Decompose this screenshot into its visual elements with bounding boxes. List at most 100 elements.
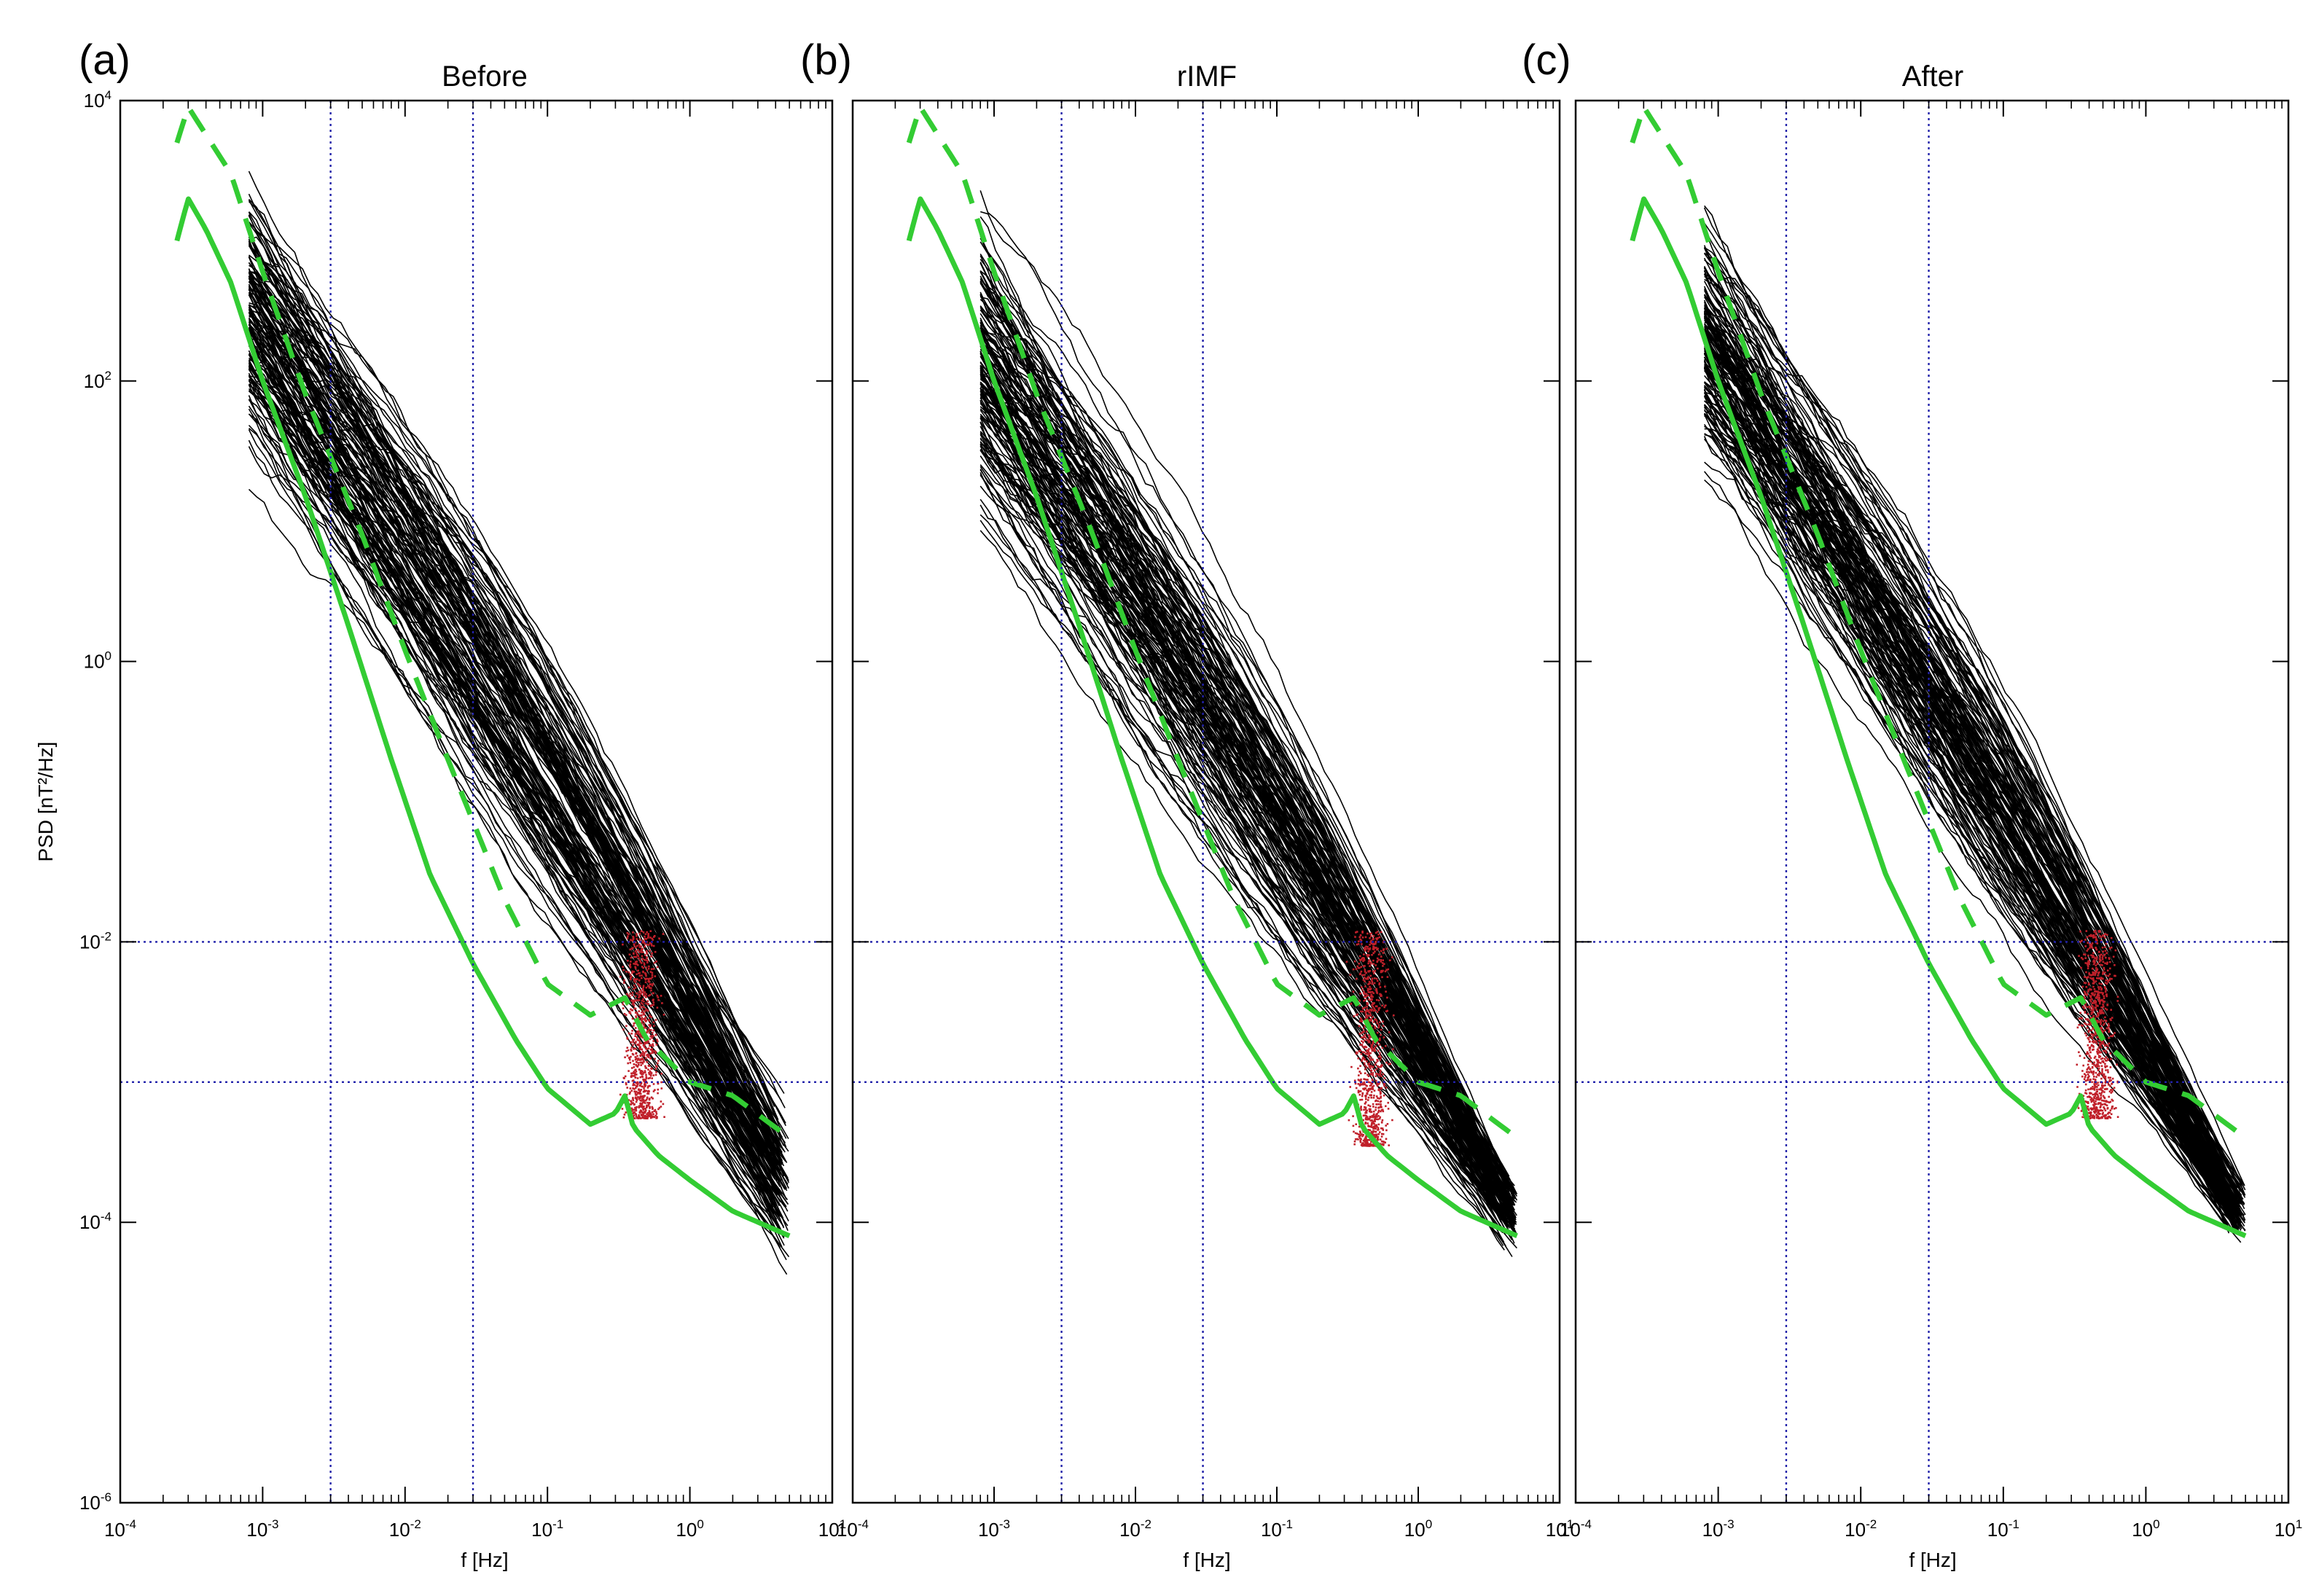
panel-c-red-point-206 bbox=[2115, 1107, 2117, 1109]
panel-a-red-point-468 bbox=[630, 956, 633, 959]
panel-a-red-point-462 bbox=[638, 1064, 640, 1066]
panel-a-red-point-204 bbox=[644, 1114, 647, 1117]
panel-a-red-point-136 bbox=[624, 1075, 627, 1078]
panel-c-red-point-446 bbox=[2086, 994, 2088, 996]
panel-b-red-point-397 bbox=[1364, 985, 1366, 987]
panel-a-red-point-229 bbox=[635, 1027, 637, 1029]
panel-b-red-point-275 bbox=[1379, 1100, 1382, 1103]
panel-b-red-point-107 bbox=[1350, 1065, 1353, 1068]
panel-c-red-point-764 bbox=[2082, 1064, 2084, 1067]
panel-b-red-point-217 bbox=[1365, 1098, 1367, 1100]
panel-a-red-point-262 bbox=[654, 1019, 657, 1021]
panel-a-red-point-280 bbox=[647, 1092, 650, 1095]
panel-a-red-point-528 bbox=[662, 1014, 665, 1016]
panel-a-red-point-77 bbox=[656, 1006, 659, 1009]
panel-c-red-point-125 bbox=[2105, 952, 2108, 955]
panel-c-red-point-754 bbox=[2093, 1111, 2095, 1113]
panel-b-red-point-791 bbox=[1364, 1118, 1367, 1121]
panel-a-red-point-562 bbox=[635, 1041, 637, 1043]
panel-b-red-point-696 bbox=[1364, 950, 1366, 952]
panel-c-spectrum-44 bbox=[1704, 426, 2237, 1228]
panel-a-red-point-709 bbox=[653, 961, 656, 964]
panel-c-red-point-537 bbox=[2095, 980, 2097, 982]
panel-b-red-point-671 bbox=[1381, 1064, 1383, 1066]
panel-a-green-solid-line bbox=[174, 196, 791, 1239]
panel-c-red-point-193 bbox=[2104, 1016, 2106, 1019]
panel-a-red-point-267 bbox=[648, 1031, 651, 1034]
panel-b-spectrum-102 bbox=[979, 324, 1512, 1205]
panel-b-red-point-376 bbox=[1372, 1116, 1374, 1119]
panel-a-red-point-876 bbox=[654, 1033, 657, 1036]
panel-c-red-point-198 bbox=[2094, 929, 2097, 932]
panel-c-red-point-200 bbox=[2078, 955, 2080, 957]
panel-b-red-point-816 bbox=[1383, 1083, 1386, 1086]
panel-a-red-point-442 bbox=[658, 1106, 661, 1109]
panel-b-red-point-285 bbox=[1374, 947, 1376, 950]
panel-b-red-point-455 bbox=[1373, 1009, 1375, 1012]
panel-c-red-point-836 bbox=[2099, 1040, 2101, 1043]
panel-c-red-point-504 bbox=[2097, 1000, 2100, 1002]
panel-a-red-point-888 bbox=[645, 1057, 647, 1060]
panel-a-red-point-693 bbox=[646, 952, 648, 955]
panel-a-title: Before bbox=[442, 60, 528, 93]
panel-b-red-point-607 bbox=[1387, 1101, 1389, 1104]
panel-a-spectrum-148 bbox=[248, 215, 785, 1177]
panel-b-red-point-804 bbox=[1357, 1079, 1360, 1081]
panel-c-red-point-847 bbox=[2087, 1037, 2089, 1039]
panel-b-red-point-407 bbox=[1381, 976, 1383, 979]
panel-c-red-point-668 bbox=[2095, 967, 2097, 969]
panel-b-red-point-762 bbox=[1366, 1138, 1369, 1141]
panel-c-green-solid-line bbox=[1630, 196, 2247, 1239]
panel-c-red-point-478 bbox=[2091, 1041, 2094, 1043]
panel-a-red-point-891 bbox=[642, 1052, 645, 1054]
panel-c-red-point-718 bbox=[2100, 988, 2103, 991]
panel-a-red-point-859 bbox=[633, 1025, 635, 1027]
panel-c-red-point-466 bbox=[2107, 1025, 2110, 1028]
panel-c-red-point-697 bbox=[2096, 969, 2098, 971]
panel-a-spectrum-113 bbox=[248, 243, 787, 1139]
panel-c-red-point-105 bbox=[2084, 1073, 2086, 1075]
panel-b-red-point-221 bbox=[1378, 936, 1381, 939]
panel-a-red-point-7 bbox=[651, 937, 654, 940]
panel-b-red-point-315 bbox=[1379, 1038, 1381, 1041]
panel-a-red-point-641 bbox=[642, 1108, 644, 1111]
panel-a-red-point-232 bbox=[642, 1012, 645, 1014]
panel-c-red-point-524 bbox=[2102, 961, 2105, 963]
panel-b-red-point-430 bbox=[1374, 1009, 1377, 1012]
panel-a-red-point-853 bbox=[649, 1038, 652, 1041]
panel-c-red-point-875 bbox=[2098, 961, 2101, 963]
panel-a-red-point-605 bbox=[644, 1109, 647, 1111]
panel-a-red-point-749 bbox=[629, 1012, 632, 1014]
panel-c-red-point-738 bbox=[2100, 1098, 2102, 1100]
panel-c-red-point-693 bbox=[2104, 1109, 2107, 1112]
panel-b-red-point-31 bbox=[1367, 1081, 1369, 1083]
panel-c-red-point-686 bbox=[2100, 1092, 2103, 1095]
panel-b-red-point-712 bbox=[1367, 982, 1370, 985]
panel-c-red-point-444 bbox=[2097, 1014, 2100, 1017]
panel-c-red-point-762 bbox=[2100, 1087, 2102, 1090]
panel-a-red-point-236 bbox=[646, 969, 649, 971]
panel-c-red-point-849 bbox=[2078, 1017, 2081, 1020]
panel-b-red-point-812 bbox=[1372, 1106, 1375, 1108]
panel-b-red-point-873 bbox=[1375, 989, 1378, 992]
panel-c-red-point-549 bbox=[2091, 947, 2094, 950]
panel-b-red-point-581 bbox=[1371, 982, 1374, 985]
panel-a-red-point-102 bbox=[636, 978, 638, 980]
panel-c-red-point-375 bbox=[2102, 1041, 2105, 1043]
panel-c-red-point-803 bbox=[2111, 1035, 2113, 1038]
panel-a-red-point-478 bbox=[639, 990, 642, 992]
panel-b-red-point-104 bbox=[1355, 931, 1357, 934]
panel-b-red-point-876 bbox=[1369, 1073, 1372, 1075]
panel-c-red-point-385 bbox=[2099, 986, 2102, 988]
panel-a-red-point-31 bbox=[650, 1016, 653, 1018]
panel-a-red-point-607 bbox=[643, 1006, 645, 1009]
panel-a-red-point-423 bbox=[639, 1007, 641, 1009]
panel-a-red-point-713 bbox=[645, 1117, 647, 1119]
panel-a-red-point-183 bbox=[642, 994, 645, 997]
panel-c-red-point-797 bbox=[2102, 955, 2104, 957]
panel-a-red-point-235 bbox=[630, 1090, 633, 1092]
panel-b-red-point-746 bbox=[1362, 1087, 1364, 1090]
panel-c-red-point-643 bbox=[2094, 1006, 2097, 1009]
panel-b-red-point-838 bbox=[1382, 959, 1384, 961]
panel-a-y-tick-label-3: 100 bbox=[84, 649, 112, 673]
